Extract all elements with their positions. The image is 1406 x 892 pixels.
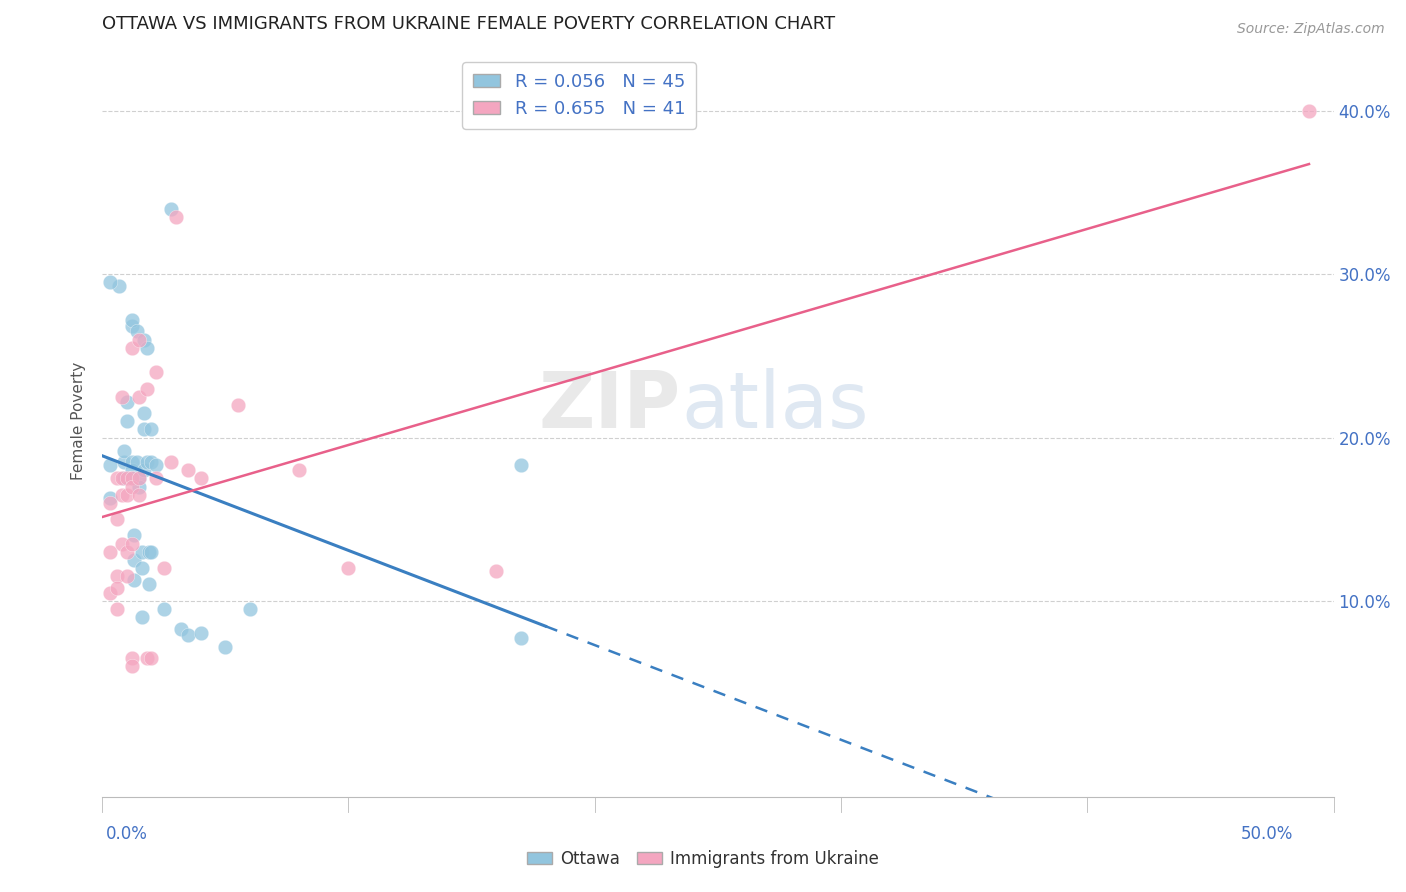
Point xyxy=(115,394,138,409)
Point xyxy=(122,573,145,587)
Point xyxy=(135,455,157,469)
Point xyxy=(111,536,134,550)
Point xyxy=(112,443,135,458)
Point xyxy=(98,458,121,473)
Point xyxy=(98,545,121,559)
Point xyxy=(121,341,143,355)
Point xyxy=(152,561,174,575)
Y-axis label: Female Poverty: Female Poverty xyxy=(72,362,86,480)
Point xyxy=(132,406,155,420)
Point xyxy=(1298,103,1320,118)
Point xyxy=(128,488,150,502)
Point xyxy=(121,651,143,665)
Point xyxy=(141,651,163,665)
Point xyxy=(121,536,143,550)
Point xyxy=(115,569,138,583)
Point xyxy=(138,577,160,591)
Point xyxy=(337,561,360,575)
Point xyxy=(98,496,121,510)
Point xyxy=(115,414,138,428)
Point xyxy=(190,471,212,485)
Legend: Ottawa, Immigrants from Ukraine: Ottawa, Immigrants from Ukraine xyxy=(520,844,886,875)
Point xyxy=(145,458,167,473)
Text: ZIP: ZIP xyxy=(538,368,681,444)
Point xyxy=(141,545,163,559)
Point xyxy=(141,455,163,469)
Point xyxy=(121,471,143,485)
Point xyxy=(132,333,155,347)
Point xyxy=(112,455,135,469)
Point xyxy=(111,471,134,485)
Point xyxy=(132,463,155,477)
Point xyxy=(111,390,134,404)
Point xyxy=(160,455,183,469)
Point xyxy=(121,659,143,673)
Point xyxy=(141,422,163,436)
Point xyxy=(160,202,183,216)
Point xyxy=(132,422,155,436)
Point xyxy=(121,463,143,477)
Point xyxy=(105,602,128,616)
Point xyxy=(131,561,153,575)
Point xyxy=(177,628,200,642)
Point xyxy=(121,471,143,485)
Point xyxy=(135,651,157,665)
Legend: R = 0.056   N = 45, R = 0.655   N = 41: R = 0.056 N = 45, R = 0.655 N = 41 xyxy=(463,62,696,129)
Point xyxy=(105,569,128,583)
Text: OTTAWA VS IMMIGRANTS FROM UKRAINE FEMALE POVERTY CORRELATION CHART: OTTAWA VS IMMIGRANTS FROM UKRAINE FEMALE… xyxy=(103,15,835,33)
Point xyxy=(128,390,150,404)
Point xyxy=(98,491,121,505)
Text: atlas: atlas xyxy=(681,368,869,444)
Point xyxy=(121,455,143,469)
Point xyxy=(128,333,150,347)
Point xyxy=(214,640,236,654)
Point xyxy=(509,458,531,473)
Point xyxy=(226,398,249,412)
Point xyxy=(121,313,143,327)
Point xyxy=(111,488,134,502)
Point xyxy=(105,581,128,595)
Point xyxy=(128,479,150,493)
Point xyxy=(145,365,167,379)
Text: 50.0%: 50.0% xyxy=(1241,825,1294,843)
Point xyxy=(121,479,143,493)
Text: 0.0%: 0.0% xyxy=(105,825,148,843)
Point xyxy=(108,278,131,293)
Point xyxy=(152,602,174,616)
Point xyxy=(177,463,200,477)
Point xyxy=(98,585,121,599)
Point xyxy=(122,528,145,542)
Point xyxy=(170,622,193,636)
Point xyxy=(125,455,148,469)
Point xyxy=(128,471,150,485)
Point xyxy=(128,471,150,485)
Text: Source: ZipAtlas.com: Source: ZipAtlas.com xyxy=(1237,22,1385,37)
Point xyxy=(105,471,128,485)
Point xyxy=(105,512,128,526)
Point xyxy=(239,602,262,616)
Point xyxy=(112,471,135,485)
Point xyxy=(135,341,157,355)
Point xyxy=(509,632,531,646)
Point xyxy=(135,382,157,396)
Point xyxy=(190,626,212,640)
Point xyxy=(485,565,508,579)
Point xyxy=(131,610,153,624)
Point xyxy=(131,545,153,559)
Point xyxy=(115,488,138,502)
Point xyxy=(145,471,167,485)
Point xyxy=(125,325,148,339)
Point xyxy=(122,553,145,567)
Point xyxy=(288,463,311,477)
Point xyxy=(115,545,138,559)
Point xyxy=(121,319,143,334)
Point xyxy=(138,545,160,559)
Point xyxy=(115,471,138,485)
Point xyxy=(98,276,121,290)
Point xyxy=(165,210,187,224)
